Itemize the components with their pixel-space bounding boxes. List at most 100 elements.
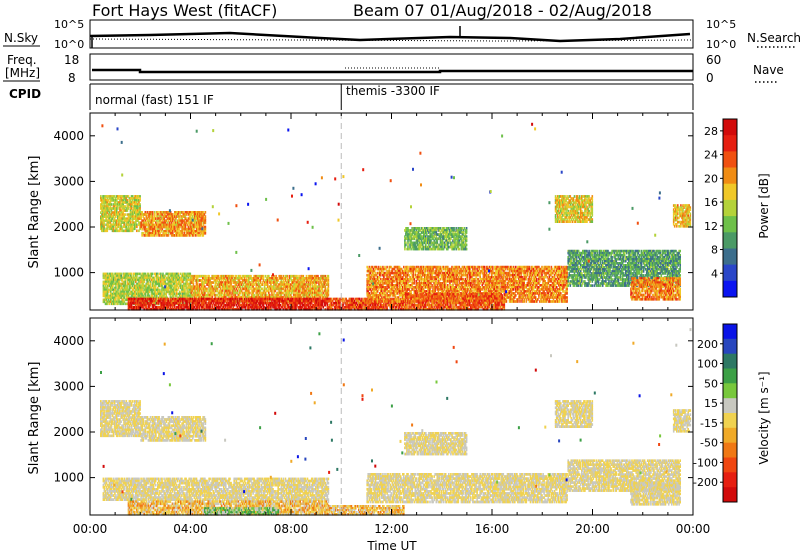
freq-left-tick-top: 18 [64,53,79,67]
data-cell [184,223,187,227]
data-cell [210,289,212,293]
data-cell [232,300,234,303]
data-cell [101,221,103,224]
data-cell [187,227,190,231]
data-cell [308,295,311,299]
data-cell [183,231,186,235]
data-cell [110,274,113,278]
data-cell [270,279,272,282]
data-cell [115,276,117,280]
data-cell [128,227,131,231]
data-cell [198,291,201,295]
data-cell [228,285,230,289]
data-cell [279,274,282,278]
data-cell [183,286,185,290]
data-cell [221,281,224,284]
data-cell [257,281,260,284]
data-cell [197,211,199,214]
data-cell [192,281,195,284]
data-cell [274,289,276,293]
data-cell [204,289,206,293]
data-cell [202,287,204,291]
data-cell [100,205,102,208]
data-cell [269,300,271,303]
data-cell [138,217,140,220]
data-cell [125,286,128,290]
data-cell [104,288,107,292]
data-cell [284,291,287,295]
data-cell [252,291,254,295]
data-cell [197,219,199,223]
data-cell [310,289,313,293]
data-cell [153,213,156,216]
data-cell [279,295,282,299]
data-cell [151,284,154,288]
data-cell [110,298,113,302]
data-cell [121,292,123,296]
data-cell [237,274,240,278]
data-cell [205,287,207,291]
power-data-layer [100,122,692,311]
data-cell [121,199,123,202]
data-cell [294,274,296,278]
data-cell [193,293,196,297]
data-cell [103,195,105,198]
data-cell [310,291,313,295]
data-cell [148,276,151,280]
data-cell [226,289,228,293]
data-cell [122,215,124,218]
data-cell [158,229,160,233]
data-cell [132,221,135,224]
data-cell [276,291,278,295]
data-cell [224,285,226,289]
data-cell [269,295,271,299]
data-cell [239,295,242,299]
data-cell [121,215,123,218]
data-cell [192,229,195,233]
data-cell [118,274,120,278]
data-cell [120,292,122,296]
data-cell [151,211,154,214]
data-cell [178,227,180,231]
data-cell [202,213,205,216]
data-cell [185,231,188,235]
data-cell [159,227,161,231]
data-cell [197,221,199,225]
data-cell [119,276,121,280]
data-cell [171,284,174,288]
data-cell [125,227,128,231]
data-cell [141,231,143,235]
data-cell [160,274,162,278]
data-cell [234,289,237,293]
data-cell [201,211,204,214]
data-cell [113,203,116,206]
data-cell [181,231,183,235]
data-cell [281,287,284,291]
data-cell [137,294,139,298]
data-cell [163,221,166,225]
data-cell [103,199,105,202]
data-cell [250,274,252,278]
data-cell [102,290,105,294]
data-cell [152,225,155,229]
data-cell [205,277,207,280]
data-cell [300,295,302,299]
data-cell [113,205,116,208]
data-cell [141,288,143,292]
data-cell [105,300,108,304]
data-cell [164,280,166,284]
data-cell [202,277,204,280]
data-cell [126,229,129,233]
data-cell [142,290,144,294]
data-cell [129,223,132,227]
data-cell [196,298,199,301]
data-cell [128,203,131,206]
data-cell [203,213,206,216]
data-cell [136,211,138,214]
data-cell [112,223,115,227]
data-cell [159,231,161,235]
data-cell [168,215,171,218]
data-cell [200,225,202,229]
data-cell [285,283,288,286]
data-cell [224,293,226,297]
